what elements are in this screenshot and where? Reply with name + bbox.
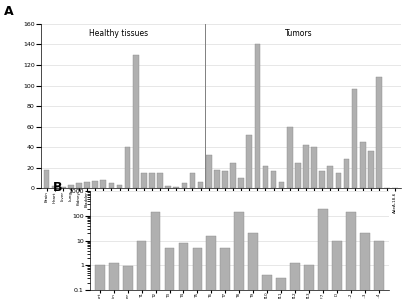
Bar	[374, 241, 384, 299]
Bar	[193, 248, 202, 299]
Bar	[303, 145, 309, 188]
Bar	[76, 183, 82, 188]
Bar	[117, 185, 122, 188]
Bar	[137, 241, 146, 299]
Bar	[84, 182, 90, 188]
Bar	[368, 151, 374, 188]
Bar	[92, 181, 98, 188]
Text: A: A	[4, 5, 14, 18]
Bar	[44, 170, 49, 188]
Bar	[335, 173, 341, 188]
Bar	[198, 182, 203, 188]
Text: B: B	[53, 181, 63, 194]
Bar	[133, 55, 139, 188]
Bar	[206, 155, 211, 188]
Bar	[287, 127, 292, 188]
Bar	[279, 182, 285, 188]
Bar	[125, 147, 130, 188]
Bar	[151, 212, 160, 299]
Bar	[173, 187, 179, 188]
Bar	[360, 233, 370, 299]
Bar	[207, 236, 216, 299]
Bar	[220, 248, 230, 299]
Bar	[230, 163, 236, 188]
Bar	[311, 147, 317, 188]
Bar	[290, 263, 300, 299]
Bar	[234, 212, 244, 299]
Bar	[60, 187, 65, 188]
Bar	[238, 178, 244, 188]
Bar	[164, 248, 174, 299]
Bar	[157, 173, 163, 188]
Bar	[262, 275, 272, 299]
Bar	[254, 45, 260, 188]
Bar	[319, 171, 325, 188]
Bar	[141, 173, 147, 188]
Bar	[165, 186, 171, 188]
Bar	[295, 163, 301, 188]
Bar	[328, 166, 333, 188]
Text: Tumors: Tumors	[285, 29, 312, 38]
Bar	[95, 266, 105, 299]
Bar	[352, 89, 357, 188]
Bar	[190, 173, 196, 188]
Bar	[68, 185, 74, 188]
Bar	[246, 135, 252, 188]
Bar	[248, 233, 258, 299]
Bar	[123, 266, 133, 299]
Bar	[214, 170, 220, 188]
Bar	[318, 209, 328, 299]
Bar	[149, 173, 155, 188]
Bar	[182, 183, 187, 188]
Bar	[332, 241, 342, 299]
Bar	[101, 180, 106, 188]
Bar	[304, 266, 314, 299]
Bar	[179, 243, 188, 299]
Bar	[360, 142, 366, 188]
Bar	[346, 212, 356, 299]
Bar	[108, 183, 114, 188]
Bar	[344, 158, 349, 188]
Bar	[52, 186, 58, 188]
Bar	[276, 278, 286, 299]
Text: Healthy tissues: Healthy tissues	[89, 29, 148, 38]
Bar	[109, 263, 119, 299]
Bar	[271, 171, 276, 188]
Bar	[222, 171, 228, 188]
Bar	[263, 166, 268, 188]
Bar	[376, 77, 382, 188]
